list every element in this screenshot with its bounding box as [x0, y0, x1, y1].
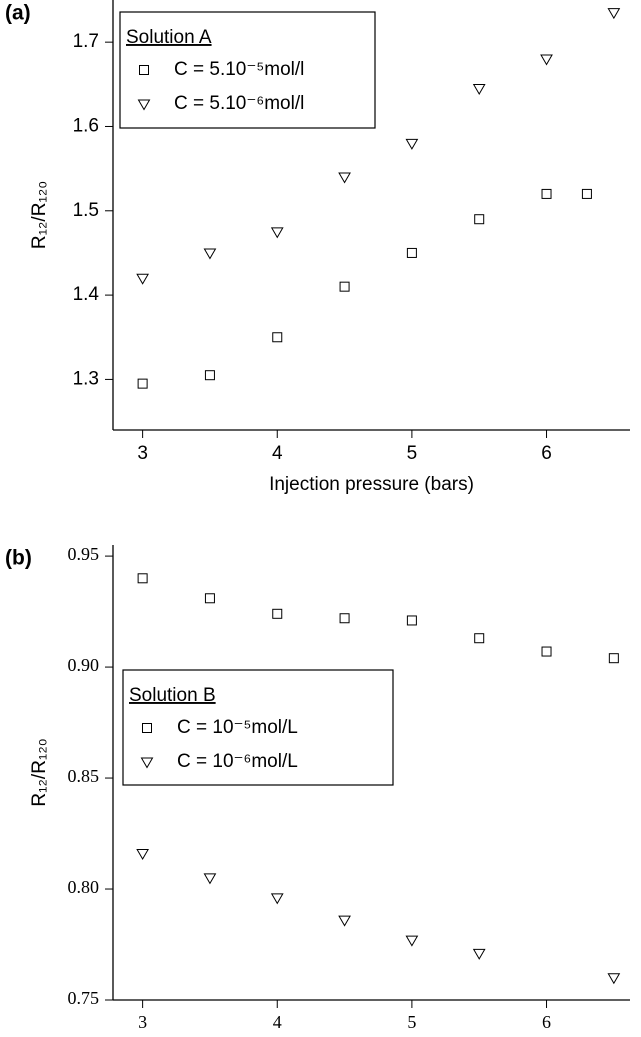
x-tick-label: 5	[407, 443, 418, 464]
x-tick-label: 5	[407, 1012, 416, 1032]
legend-entry: C = 5.10⁻⁵mol/l	[174, 59, 304, 80]
y-tick-label: 0.80	[68, 877, 100, 897]
marker	[136, 273, 149, 285]
marker	[338, 915, 351, 927]
marker	[406, 615, 417, 626]
legend-entry: C = 10⁻⁶mol/L	[177, 751, 298, 772]
marker	[474, 214, 485, 225]
marker	[472, 84, 486, 96]
y-tick-label: 0.90	[68, 655, 100, 675]
marker	[406, 247, 417, 258]
marker	[139, 65, 149, 75]
marker	[607, 973, 621, 985]
x-tick-label: 4	[272, 443, 283, 464]
marker	[272, 608, 283, 619]
x-tick-label: 4	[273, 1012, 282, 1032]
marker	[474, 633, 485, 644]
marker	[203, 873, 217, 885]
y-tick-label: 1.6	[73, 115, 99, 136]
y-tick-label: 0.95	[68, 544, 100, 564]
marker	[540, 54, 553, 66]
panel-label: (b)	[5, 547, 32, 570]
legend-entry: C = 10⁻⁵mol/L	[177, 717, 298, 738]
marker	[137, 99, 151, 111]
panel: 3 4 5 6 1.3 1.4 1.5 1.6 1.7 (a) Injection pressure…	[5, 0, 630, 495]
marker	[204, 593, 215, 604]
legend-entry: C = 5.10⁻⁶mol/l	[174, 93, 304, 114]
y-tick-label: 1.7	[73, 31, 99, 52]
legend-box	[122, 669, 394, 786]
marker	[581, 188, 592, 199]
marker	[607, 8, 621, 20]
marker	[272, 332, 283, 343]
marker	[338, 172, 351, 184]
y-tick-label: 1.5	[73, 200, 99, 221]
marker	[136, 849, 149, 861]
panel-label: (a)	[5, 2, 31, 25]
marker	[405, 935, 419, 947]
x-axis-label: Injection pressure (bars)	[269, 474, 474, 495]
marker	[203, 248, 217, 260]
marker	[339, 281, 350, 292]
y-tick-label: 0.85	[68, 766, 100, 786]
marker	[137, 573, 148, 584]
legend-title: Solution A	[126, 27, 212, 48]
marker	[472, 948, 486, 960]
marker	[204, 370, 215, 381]
y-tick-label: 1.3	[73, 368, 99, 389]
y-tick-label: 0.75	[68, 988, 100, 1008]
y-axis-label: R₁₂/R₁₂₀	[29, 738, 50, 806]
x-tick-label: 6	[541, 443, 552, 464]
legend-box	[119, 11, 376, 129]
marker	[142, 723, 152, 733]
x-tick-label: 3	[137, 443, 148, 464]
marker	[140, 757, 154, 769]
y-axis-label: R₁₂/R₁₂₀	[29, 181, 50, 249]
marker	[137, 378, 148, 389]
x-tick-label: 6	[542, 1012, 551, 1032]
marker	[541, 646, 552, 657]
marker	[339, 613, 350, 624]
y-tick-label: 1.4	[73, 284, 100, 305]
marker	[405, 138, 419, 150]
marker	[608, 653, 619, 664]
legend-title: Solution B	[129, 685, 216, 706]
x-tick-label: 3	[138, 1012, 147, 1032]
marker	[270, 893, 284, 905]
marker	[270, 227, 284, 239]
marker	[541, 188, 552, 199]
